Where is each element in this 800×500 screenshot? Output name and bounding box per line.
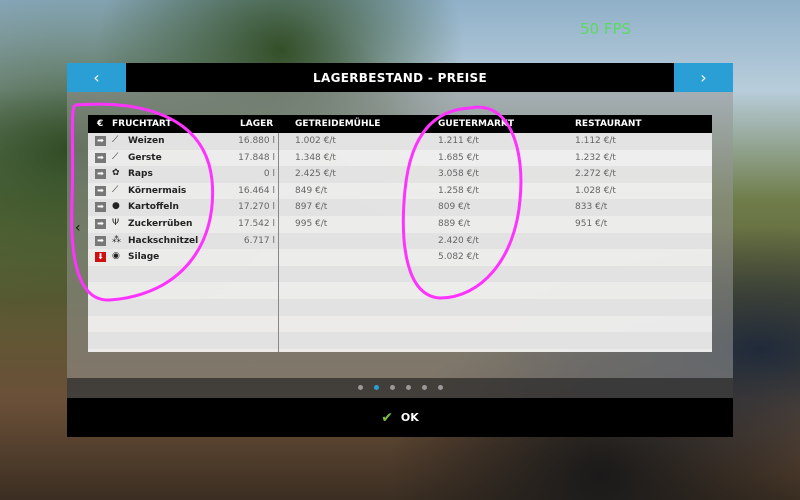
restaurant-price: 2.272 €/t <box>575 169 616 180</box>
market-price: 1.211 €/t <box>438 136 479 146</box>
mill-price: 897 €/t <box>295 202 328 213</box>
storage-value: 0 l <box>263 169 275 180</box>
check-icon: ✔ <box>381 409 393 426</box>
mill-price: 1.348 €/t <box>295 152 336 163</box>
fruit-icon: ⟋ <box>112 184 119 195</box>
table-row: ➡ ● Kartoffeln 17.270 l 897 €/t 809 €/t … <box>88 199 712 216</box>
arrow-right-icon[interactable]: ➡ <box>95 185 106 196</box>
table-row: ➡ ✿ Raps 0 l 2.425 €/t 3.058 €/t 2.272 €… <box>88 166 712 183</box>
column-divider <box>278 133 279 352</box>
arrow-right-icon[interactable]: ➡ <box>95 169 106 180</box>
fruit-name: Weizen <box>128 136 165 146</box>
table-row <box>88 316 712 333</box>
table-row: ➡ Ψ Zuckerrüben 17.542 l 995 €/t 889 €/t… <box>88 216 712 233</box>
market-price: 2.420 €/t <box>438 235 479 246</box>
table-row: ⬇ ◉ Silage 5.082 €/t <box>88 249 712 266</box>
fruit-name: Hackschnitzel <box>128 235 199 246</box>
page-dot[interactable] <box>421 385 427 390</box>
restaurant-price: 951 €/t <box>575 218 608 229</box>
table-row <box>88 298 712 316</box>
restaurant-price: 833 €/t <box>575 202 608 213</box>
storage-value: 16.464 l <box>238 185 275 196</box>
fruit-icon: ● <box>112 201 120 212</box>
fruit-name: Kartoffeln <box>128 202 179 213</box>
arrow-right-icon[interactable]: ➡ <box>95 235 106 246</box>
market-price: 3.058 €/t <box>438 169 479 180</box>
arrow-right-icon[interactable]: ➡ <box>95 136 106 146</box>
fruit-name: Silage <box>128 252 160 263</box>
fruit-icon: ⁂ <box>112 234 121 245</box>
market-price: 809 €/t <box>438 202 471 213</box>
table-row: ➡ ⁂ Hackschnitzel 6.717 l 2.420 €/t <box>88 232 712 250</box>
page-dot[interactable] <box>357 385 363 390</box>
storage-value: 17.270 l <box>238 202 275 213</box>
fps-counter: 50 FPS <box>580 20 632 38</box>
ok-button[interactable]: ✔ OK <box>67 398 733 437</box>
next-page-button[interactable]: › <box>674 63 733 92</box>
table-row <box>88 282 712 299</box>
restaurant-header: RESTAURANT <box>575 119 642 129</box>
table-row: ➡ ⟋ Gerste 17.848 l 1.348 €/t 1.685 €/t … <box>88 150 712 167</box>
page-dot[interactable] <box>437 385 443 390</box>
prices-table: € FRUCHTART LAGER GETREIDEMÜHLE GUETERMA… <box>88 115 712 352</box>
scroll-left-icon[interactable]: ‹ <box>75 220 81 236</box>
dialog-title: LAGERBESTAND - PREISE <box>313 70 487 85</box>
currency-header: € <box>97 119 104 129</box>
fruit-name: Körnermais <box>128 185 187 196</box>
fruit-icon: ⟋ <box>112 151 119 162</box>
pagination-bar <box>67 378 733 398</box>
chevron-right-icon: › <box>700 68 707 87</box>
fruit-icon: ✿ <box>112 168 120 179</box>
chevron-left-icon: ‹ <box>93 68 100 87</box>
storage-value: 17.542 l <box>238 218 275 229</box>
arrow-down-icon[interactable]: ⬇ <box>95 252 106 263</box>
storage-value: 6.717 l <box>243 235 275 246</box>
storage-value: 17.848 l <box>238 152 275 163</box>
fruit-name: Gerste <box>128 152 162 163</box>
storage-header: LAGER <box>240 119 274 129</box>
dialog-body: ‹ € FRUCHTART LAGER GETREIDEMÜHLE GUETER… <box>67 92 733 378</box>
fruit-header: FRUCHTART <box>112 119 172 129</box>
fruit-name: Raps <box>128 169 153 180</box>
page-dot[interactable] <box>389 385 395 390</box>
restaurant-price: 1.028 €/t <box>575 185 616 196</box>
arrow-right-icon[interactable]: ➡ <box>95 202 106 213</box>
prices-dialog: ‹ LAGERBESTAND - PREISE › ‹ € FRUCHTART … <box>67 63 733 437</box>
mill-header: GETREIDEMÜHLE <box>295 119 381 129</box>
mill-price: 995 €/t <box>295 218 328 229</box>
fruit-icon: Ψ <box>112 217 120 228</box>
mill-price: 1.002 €/t <box>295 136 336 146</box>
arrow-right-icon[interactable]: ➡ <box>95 218 106 229</box>
prev-page-button[interactable]: ‹ <box>67 63 126 92</box>
arrow-right-icon[interactable]: ➡ <box>95 152 106 163</box>
market-price: 5.082 €/t <box>438 252 479 263</box>
market-price: 889 €/t <box>438 218 471 229</box>
mill-price: 2.425 €/t <box>295 169 336 180</box>
restaurant-price: 1.232 €/t <box>575 152 616 163</box>
restaurant-price: 1.112 €/t <box>575 136 616 146</box>
table-row: ➡ ⟋ Körnermais 16.464 l 849 €/t 1.258 €/… <box>88 183 712 200</box>
page-dot[interactable] <box>405 385 411 390</box>
fruit-name: Zuckerrüben <box>128 218 193 229</box>
table-row: ➡ ⟋ Weizen 16.880 l 1.002 €/t 1.211 €/t … <box>88 133 712 150</box>
market-price: 1.685 €/t <box>438 152 479 163</box>
table-row <box>88 332 712 349</box>
dialog-header: ‹ LAGERBESTAND - PREISE › <box>67 63 733 92</box>
storage-value: 16.880 l <box>238 136 275 146</box>
fruit-icon: ◉ <box>112 251 120 262</box>
table-row <box>88 265 712 283</box>
page-dot[interactable] <box>373 385 379 390</box>
fruit-icon: ⟋ <box>112 135 119 145</box>
mill-price: 849 €/t <box>295 185 328 196</box>
table-header: € FRUCHTART LAGER GETREIDEMÜHLE GUETERMA… <box>88 115 712 133</box>
market-header: GUETERMARKT <box>438 119 515 129</box>
market-price: 1.258 €/t <box>438 185 479 196</box>
ok-label: OK <box>400 411 419 424</box>
